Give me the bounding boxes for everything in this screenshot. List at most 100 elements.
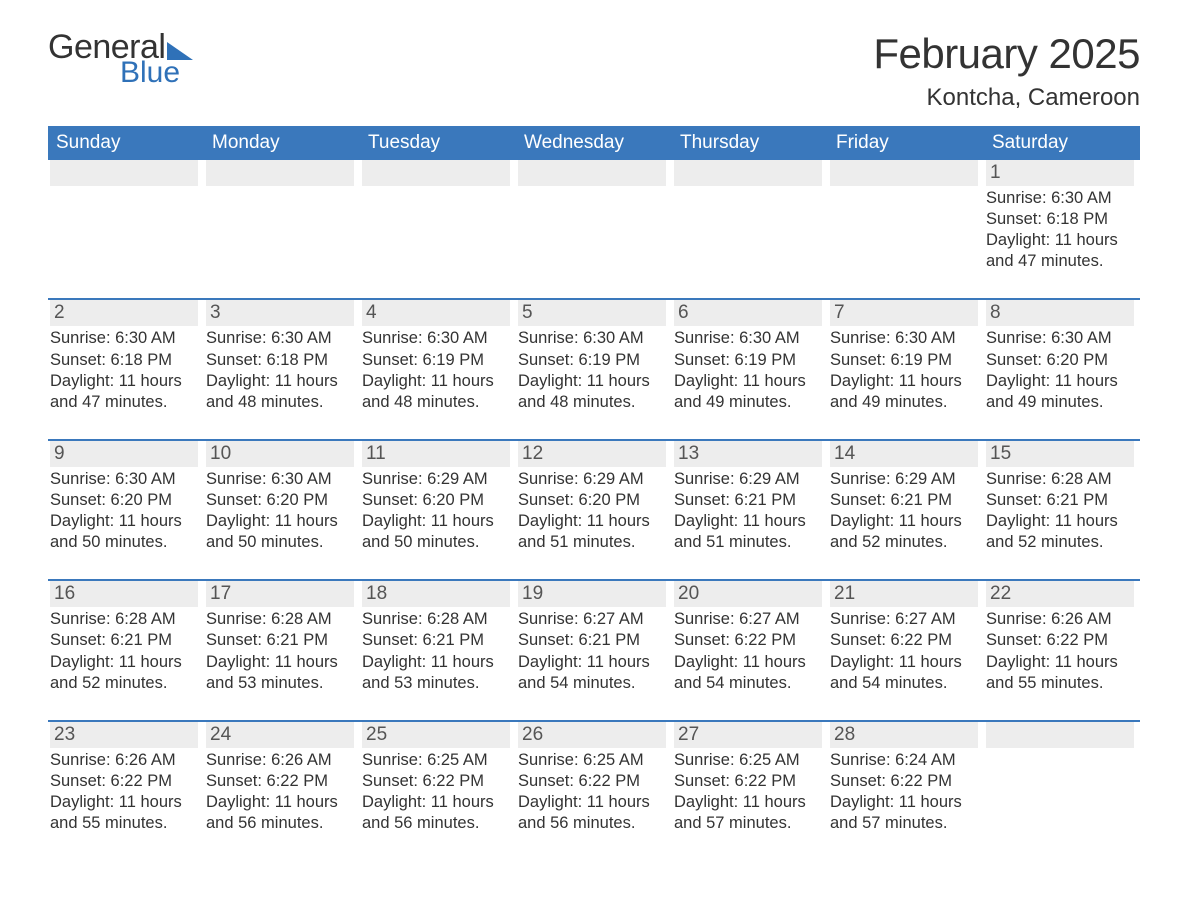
day-details: Sunrise: 6:28 AMSunset: 6:21 PMDaylight:… (362, 607, 510, 693)
dow-thursday: Thursday (672, 126, 828, 160)
daylight-line: Daylight: 11 hours and 53 minutes. (362, 652, 510, 694)
daylight-line: Daylight: 11 hours and 51 minutes. (674, 511, 822, 553)
sunrise-line: Sunrise: 6:25 AM (674, 750, 822, 771)
day-19: 19Sunrise: 6:27 AMSunset: 6:21 PMDayligh… (516, 581, 672, 701)
day-24: 24Sunrise: 6:26 AMSunset: 6:22 PMDayligh… (204, 722, 360, 842)
sunrise-line: Sunrise: 6:28 AM (362, 609, 510, 630)
sunrise-line: Sunrise: 6:26 AM (986, 609, 1134, 630)
day-details: Sunrise: 6:26 AMSunset: 6:22 PMDaylight:… (986, 607, 1134, 693)
sunset-line: Sunset: 6:21 PM (50, 630, 198, 651)
day-3: 3Sunrise: 6:30 AMSunset: 6:18 PMDaylight… (204, 300, 360, 420)
sunrise-line: Sunrise: 6:29 AM (518, 469, 666, 490)
day-details: Sunrise: 6:30 AMSunset: 6:19 PMDaylight:… (830, 326, 978, 412)
day-details: Sunrise: 6:30 AMSunset: 6:20 PMDaylight:… (986, 326, 1134, 412)
sunrise-line: Sunrise: 6:30 AM (362, 328, 510, 349)
daylight-line: Daylight: 11 hours and 56 minutes. (518, 792, 666, 834)
day-number: 24 (206, 722, 354, 748)
day-number: 3 (206, 300, 354, 326)
daylight-line: Daylight: 11 hours and 54 minutes. (674, 652, 822, 694)
day-number: 10 (206, 441, 354, 467)
sunset-line: Sunset: 6:22 PM (830, 771, 978, 792)
day-number: 14 (830, 441, 978, 467)
sunrise-line: Sunrise: 6:25 AM (518, 750, 666, 771)
dow-friday: Friday (828, 126, 984, 160)
sunrise-line: Sunrise: 6:30 AM (986, 188, 1134, 209)
week-row: ......1Sunrise: 6:30 AMSunset: 6:18 PMDa… (48, 160, 1140, 280)
sunrise-line: Sunrise: 6:27 AM (830, 609, 978, 630)
daylight-line: Daylight: 11 hours and 52 minutes. (830, 511, 978, 553)
daylight-line: Daylight: 11 hours and 47 minutes. (50, 371, 198, 413)
day-number: 13 (674, 441, 822, 467)
sunset-line: Sunset: 6:20 PM (50, 490, 198, 511)
daylight-line: Daylight: 11 hours and 53 minutes. (206, 652, 354, 694)
sunrise-line: Sunrise: 6:30 AM (830, 328, 978, 349)
sunrise-line: Sunrise: 6:29 AM (674, 469, 822, 490)
sunset-line: Sunset: 6:22 PM (674, 771, 822, 792)
day-2: 2Sunrise: 6:30 AMSunset: 6:18 PMDaylight… (48, 300, 204, 420)
daylight-line: Daylight: 11 hours and 48 minutes. (518, 371, 666, 413)
daylight-line: Daylight: 11 hours and 56 minutes. (362, 792, 510, 834)
daylight-line: Daylight: 11 hours and 54 minutes. (830, 652, 978, 694)
day-5: 5Sunrise: 6:30 AMSunset: 6:19 PMDaylight… (516, 300, 672, 420)
day-number: 11 (362, 441, 510, 467)
sunrise-line: Sunrise: 6:28 AM (986, 469, 1134, 490)
day-22: 22Sunrise: 6:26 AMSunset: 6:22 PMDayligh… (984, 581, 1140, 701)
sunrise-line: Sunrise: 6:25 AM (362, 750, 510, 771)
sunrise-line: Sunrise: 6:30 AM (50, 328, 198, 349)
day-number: 28 (830, 722, 978, 748)
day-25: 25Sunrise: 6:25 AMSunset: 6:22 PMDayligh… (360, 722, 516, 842)
sunset-line: Sunset: 6:21 PM (830, 490, 978, 511)
daylight-line: Daylight: 11 hours and 48 minutes. (206, 371, 354, 413)
sunset-line: Sunset: 6:19 PM (674, 350, 822, 371)
sunrise-line: Sunrise: 6:28 AM (50, 609, 198, 630)
sunset-line: Sunset: 6:22 PM (362, 771, 510, 792)
sunset-line: Sunset: 6:18 PM (50, 350, 198, 371)
day-details: Sunrise: 6:30 AMSunset: 6:18 PMDaylight:… (50, 326, 198, 412)
week-row: 9Sunrise: 6:30 AMSunset: 6:20 PMDaylight… (48, 439, 1140, 561)
day-number: 18 (362, 581, 510, 607)
day-number: 25 (362, 722, 510, 748)
day-15: 15Sunrise: 6:28 AMSunset: 6:21 PMDayligh… (984, 441, 1140, 561)
daylight-line: Daylight: 11 hours and 49 minutes. (986, 371, 1134, 413)
day-14: 14Sunrise: 6:29 AMSunset: 6:21 PMDayligh… (828, 441, 984, 561)
day-empty: . (828, 160, 984, 280)
day-details: Sunrise: 6:26 AMSunset: 6:22 PMDaylight:… (206, 748, 354, 834)
day-27: 27Sunrise: 6:25 AMSunset: 6:22 PMDayligh… (672, 722, 828, 842)
day-details: Sunrise: 6:30 AMSunset: 6:19 PMDaylight:… (674, 326, 822, 412)
day-number: 19 (518, 581, 666, 607)
day-28: 28Sunrise: 6:24 AMSunset: 6:22 PMDayligh… (828, 722, 984, 842)
day-details: Sunrise: 6:30 AMSunset: 6:20 PMDaylight:… (50, 467, 198, 553)
daylight-line: Daylight: 11 hours and 54 minutes. (518, 652, 666, 694)
day-9: 9Sunrise: 6:30 AMSunset: 6:20 PMDaylight… (48, 441, 204, 561)
day-26: 26Sunrise: 6:25 AMSunset: 6:22 PMDayligh… (516, 722, 672, 842)
day-23: 23Sunrise: 6:26 AMSunset: 6:22 PMDayligh… (48, 722, 204, 842)
sunrise-line: Sunrise: 6:30 AM (674, 328, 822, 349)
sunset-line: Sunset: 6:22 PM (986, 630, 1134, 651)
day-number: 8 (986, 300, 1134, 326)
day-details: Sunrise: 6:26 AMSunset: 6:22 PMDaylight:… (50, 748, 198, 834)
day-number: 15 (986, 441, 1134, 467)
sunrise-line: Sunrise: 6:29 AM (362, 469, 510, 490)
day-number: . (50, 160, 198, 186)
day-details: Sunrise: 6:28 AMSunset: 6:21 PMDaylight:… (986, 467, 1134, 553)
day-number: 26 (518, 722, 666, 748)
sunrise-line: Sunrise: 6:30 AM (206, 328, 354, 349)
day-details: Sunrise: 6:30 AMSunset: 6:19 PMDaylight:… (518, 326, 666, 412)
day-11: 11Sunrise: 6:29 AMSunset: 6:20 PMDayligh… (360, 441, 516, 561)
day-number: . (518, 160, 666, 186)
dow-tuesday: Tuesday (360, 126, 516, 160)
logo: General Blue (48, 30, 193, 88)
day-details: Sunrise: 6:25 AMSunset: 6:22 PMDaylight:… (362, 748, 510, 834)
day-number: 7 (830, 300, 978, 326)
day-details: Sunrise: 6:25 AMSunset: 6:22 PMDaylight:… (518, 748, 666, 834)
day-number: 5 (518, 300, 666, 326)
day-number: . (362, 160, 510, 186)
week-row: 23Sunrise: 6:26 AMSunset: 6:22 PMDayligh… (48, 720, 1140, 842)
sunset-line: Sunset: 6:20 PM (518, 490, 666, 511)
calendar: SundayMondayTuesdayWednesdayThursdayFrid… (48, 126, 1140, 842)
sunset-line: Sunset: 6:19 PM (518, 350, 666, 371)
day-number: . (206, 160, 354, 186)
sunset-line: Sunset: 6:20 PM (206, 490, 354, 511)
week-row: 16Sunrise: 6:28 AMSunset: 6:21 PMDayligh… (48, 579, 1140, 701)
daylight-line: Daylight: 11 hours and 55 minutes. (50, 792, 198, 834)
